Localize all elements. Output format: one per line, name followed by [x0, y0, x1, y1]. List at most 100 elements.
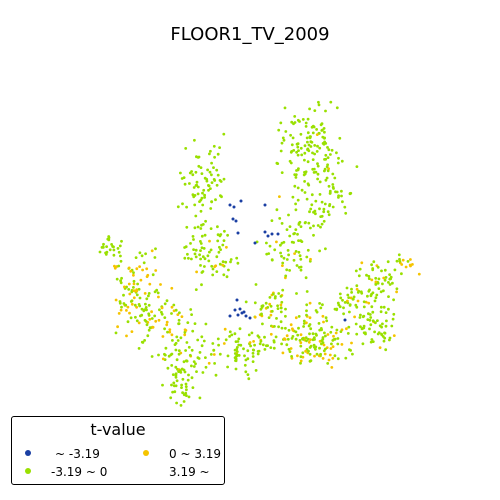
map-point-mid-neg — [314, 309, 318, 312]
map-point-mid-pos — [293, 252, 296, 256]
map-point-mid-neg — [187, 395, 191, 399]
map-point-mid-neg — [296, 198, 300, 202]
map-point-mid-neg — [144, 306, 148, 309]
map-point-mid-neg — [280, 300, 284, 304]
map-point-mid-neg — [279, 310, 283, 314]
map-point-mid-neg — [193, 252, 197, 256]
map-point-mid-neg — [287, 213, 290, 217]
map-point-mid-neg — [303, 144, 307, 148]
map-point-mid-neg — [285, 258, 289, 261]
map-point-mid-neg — [362, 305, 366, 309]
map-point-mid-pos — [141, 268, 145, 272]
map-point-mid-neg — [211, 273, 215, 277]
map-point-mid-neg — [147, 303, 151, 307]
map-point-mid-pos — [180, 315, 184, 318]
map-point-mid-neg — [369, 340, 373, 344]
map-point-mid-neg — [325, 176, 329, 180]
map-point-mid-neg — [371, 340, 375, 343]
map-point-mid-neg — [377, 287, 381, 290]
map-point-mid-pos — [126, 305, 130, 309]
map-point-mid-pos — [417, 272, 421, 276]
map-point-mid-neg — [144, 252, 148, 256]
map-point-mid-neg — [297, 250, 301, 254]
map-point-mid-neg — [118, 244, 122, 248]
map-point-mid-neg — [318, 328, 322, 332]
map-point-mid-neg — [340, 159, 344, 163]
map-point-mid-neg — [311, 131, 315, 135]
map-point-mid-neg — [230, 333, 234, 337]
map-point-mid-neg — [171, 390, 175, 394]
map-point-mid-neg — [320, 200, 324, 204]
map-point-mid-neg — [350, 287, 353, 291]
map-point-mid-neg — [215, 168, 219, 172]
map-point-mid-neg — [326, 210, 330, 214]
map-point-mid-neg — [332, 187, 335, 190]
map-point-mid-neg — [316, 177, 319, 181]
map-point-mid-neg — [115, 277, 119, 281]
map-point-mid-neg — [272, 339, 276, 342]
map-point-mid-neg — [163, 352, 166, 356]
map-point-mid-neg — [336, 337, 340, 340]
map-point-mid-neg — [324, 178, 328, 182]
map-point-mid-neg — [134, 256, 138, 259]
map-point-mid-neg — [120, 305, 123, 309]
map-point-mid-neg — [171, 373, 175, 376]
map-point-mid-neg — [178, 311, 181, 315]
map-point-mid-neg — [359, 313, 362, 317]
map-point-mid-neg — [280, 222, 284, 225]
map-point-mid-neg — [288, 225, 292, 229]
legend-swatch-low — [25, 450, 31, 456]
map-point-mid-neg — [350, 291, 353, 294]
map-point-mid-neg — [167, 354, 171, 358]
map-point-mid-neg — [299, 344, 303, 348]
map-point-mid-neg — [342, 306, 345, 310]
map-point-mid-pos — [145, 267, 149, 271]
map-point-mid-neg — [279, 243, 282, 247]
map-point-mid-neg — [209, 227, 213, 231]
map-point-mid-neg — [195, 155, 198, 159]
map-point-mid-neg — [380, 269, 383, 273]
map-point-mid-neg — [294, 228, 298, 232]
map-point-mid-neg — [330, 325, 334, 329]
map-point-mid-neg — [362, 300, 366, 304]
map-point-mid-neg — [312, 343, 316, 347]
map-point-mid-neg — [313, 144, 317, 147]
map-point-mid-neg — [210, 264, 214, 268]
map-point-mid-neg — [260, 313, 263, 316]
map-point-mid-neg — [316, 162, 319, 166]
map-point-mid-neg — [307, 221, 311, 225]
map-point-mid-neg — [323, 130, 326, 134]
map-point-mid-pos — [327, 358, 331, 362]
map-point-mid-neg — [166, 330, 169, 334]
map-point-mid-neg — [324, 247, 327, 251]
map-point-mid-neg — [322, 210, 326, 214]
map-point-mid-neg — [216, 337, 220, 341]
map-point-mid-neg — [340, 194, 343, 198]
map-point-mid-neg — [298, 120, 301, 123]
map-point-mid-neg — [134, 315, 137, 319]
map-point-mid-neg — [371, 319, 375, 323]
map-point-mid-neg — [234, 340, 238, 343]
map-point-mid-neg — [204, 322, 208, 326]
map-point-mid-neg — [137, 287, 141, 291]
map-point-mid-neg — [192, 365, 196, 368]
map-point-mid-neg — [347, 296, 351, 299]
map-point-mid-neg — [175, 379, 179, 383]
map-point-mid-neg — [246, 357, 250, 361]
map-point-mid-neg — [293, 184, 297, 188]
map-point-mid-neg — [236, 261, 240, 265]
map-point-mid-neg — [170, 312, 173, 315]
map-point-mid-neg — [304, 125, 308, 128]
map-point-mid-pos — [378, 346, 382, 349]
map-point-mid-neg — [192, 360, 196, 363]
map-point-mid-neg — [243, 354, 246, 358]
map-point-mid-neg — [284, 274, 288, 278]
map-point-mid-neg — [206, 254, 210, 258]
map-point-mid-neg — [313, 338, 316, 341]
map-point-mid-neg — [308, 210, 311, 214]
map-point-mid-neg — [312, 233, 315, 237]
map-point-mid-pos — [322, 320, 325, 324]
map-point-mid-neg — [251, 360, 255, 363]
map-point-mid-neg — [226, 354, 230, 358]
map-point-mid-pos — [143, 292, 147, 295]
